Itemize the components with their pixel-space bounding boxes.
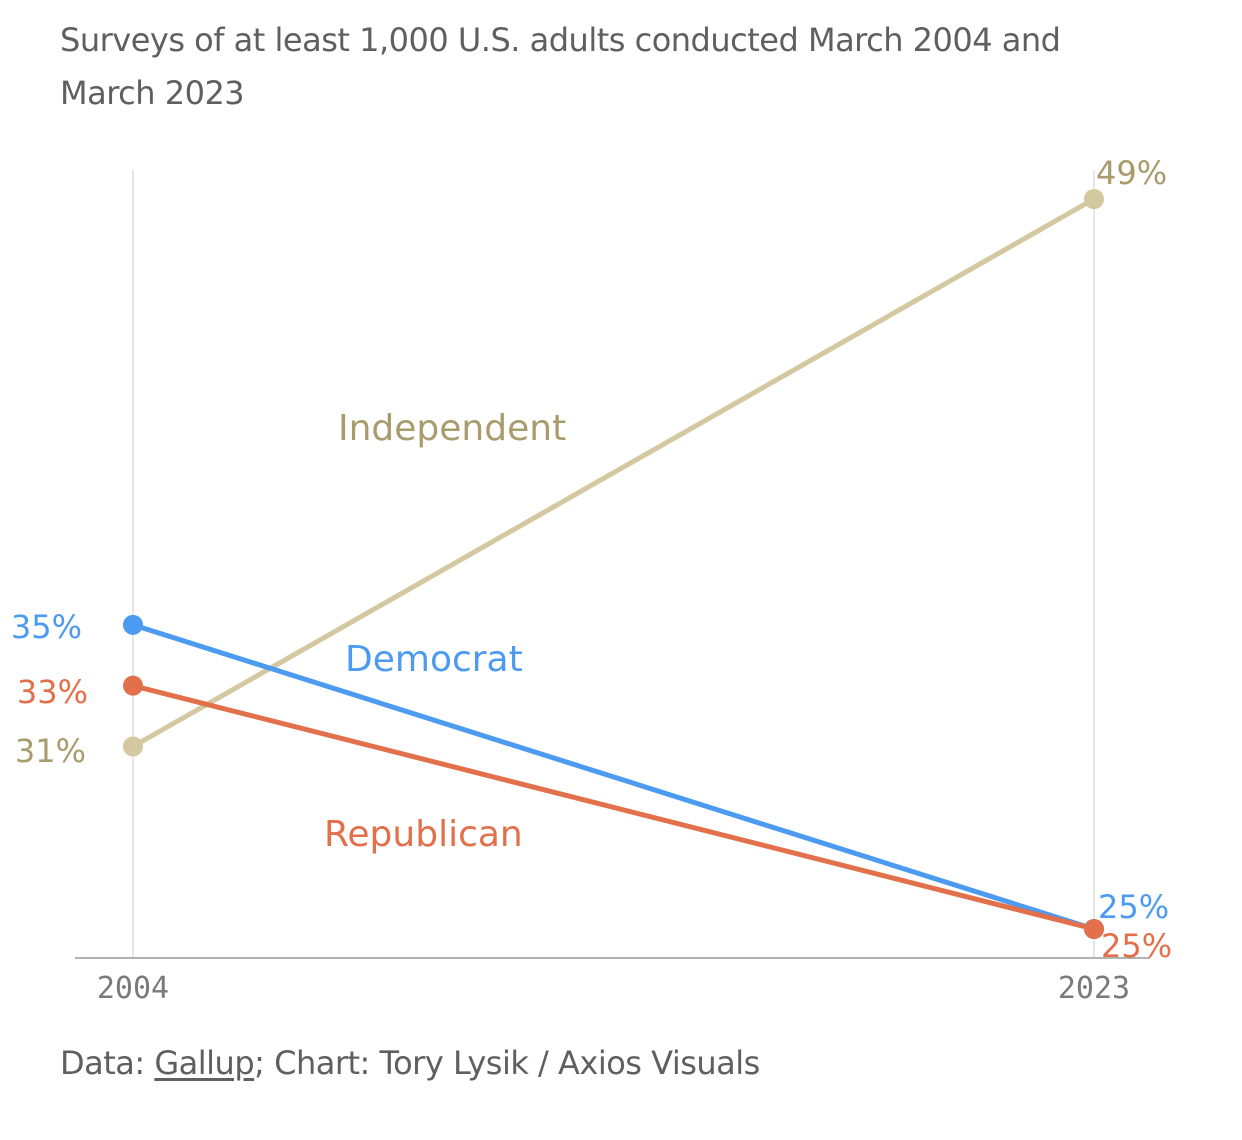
x-axis-ticks: 2004 2023 bbox=[97, 971, 1130, 1006]
democrat-point-2004 bbox=[123, 614, 143, 635]
republican-label-2004: 33% bbox=[17, 673, 88, 711]
footer-credit: ; Chart: Tory Lysik / Axios Visuals bbox=[254, 1044, 760, 1082]
data-labels: 31% 49% 35% 25% 33% 25% bbox=[11, 154, 1172, 965]
republican-point-2004 bbox=[123, 675, 143, 696]
republican-line bbox=[130, 683, 1097, 932]
democrat-line bbox=[130, 622, 1097, 932]
series-labels: Independent Democrat Republican bbox=[324, 408, 566, 855]
republican-series-label: Republican bbox=[324, 814, 523, 855]
x-tick-2023: 2023 bbox=[1058, 971, 1130, 1006]
independent-series-label: Independent bbox=[338, 408, 566, 449]
footer-data-prefix: Data: bbox=[60, 1044, 155, 1082]
independent-label-2023: 49% bbox=[1096, 154, 1167, 192]
grid-lines bbox=[75, 170, 1150, 959]
chart-footer: Data: Gallup; Chart: Tory Lysik / Axios … bbox=[60, 1044, 760, 1082]
independent-label-2004: 31% bbox=[15, 732, 86, 770]
republican-label-2023: 25% bbox=[1101, 927, 1172, 965]
republican-point-2023 bbox=[1084, 919, 1104, 939]
independent-line bbox=[130, 196, 1097, 749]
series-lines bbox=[130, 196, 1097, 932]
democrat-label-2004: 35% bbox=[11, 608, 82, 646]
x-tick-2004: 2004 bbox=[97, 971, 169, 1006]
independent-point-2004 bbox=[123, 736, 143, 757]
chart-subtitle: Surveys of at least 1,000 U.S. adults co… bbox=[60, 21, 1061, 112]
data-points bbox=[123, 189, 1104, 939]
democrat-series-label: Democrat bbox=[345, 639, 523, 680]
source-link[interactable]: Gallup bbox=[154, 1044, 255, 1082]
independent-point-2023 bbox=[1084, 189, 1104, 209]
democrat-label-2023: 25% bbox=[1098, 888, 1169, 926]
